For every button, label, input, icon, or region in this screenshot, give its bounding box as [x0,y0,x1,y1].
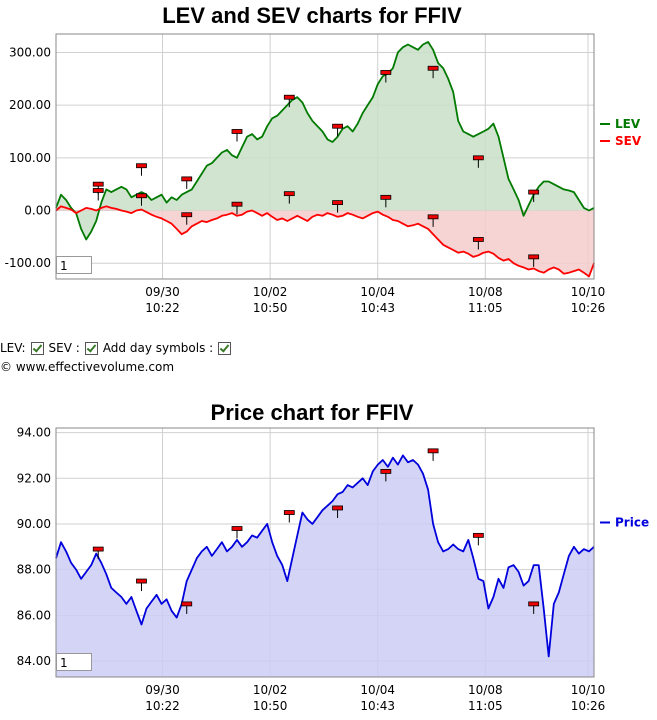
day-marker-flag [472,237,484,242]
day-marker-flag [380,469,392,474]
day-marker-flag [181,212,193,218]
day-marker-flag [283,191,295,197]
lev-plot-area: 300.00 200.00 100.00 0.00 -100.00 09/30 10:22 1… [5,33,642,315]
price-ytick-label: 90.00 [17,517,51,531]
price-plot-area: 94.00 92.00 90.00 88.00 86.00 84.00 09/30 10:22… [17,426,649,713]
lev-xtick-time: 10:26 [571,301,606,315]
price-plot-frame [55,427,595,678]
day-marker-flag [472,532,484,538]
lev-xtick-time: 10:43 [360,301,395,315]
day-marker-flag [332,505,343,511]
day-marker-flag [427,448,439,454]
day-symbols-checkbox-label: Add day symbols : [102,341,214,355]
lev-legend-label: LEV [615,117,641,131]
day-marker-flag [528,601,540,607]
day-marker-flag [231,526,243,531]
price-xtick-time: 10:43 [360,699,395,713]
day-marker-flag [283,94,295,100]
day-marker-flag [92,181,104,187]
day-marker-flag [231,201,243,207]
price-xtick-date: 10/04 [360,683,395,697]
day-marker-flag [472,155,484,161]
lev-legend-label: SEV [615,134,642,148]
day-marker-flag [181,601,193,607]
lev-xtick-time: 10:22 [145,301,180,315]
lev-sev-chart: LEV and SEV charts for FFIV 300.00 200.00… [5,3,642,315]
price-xtick-time: 11:05 [468,699,503,713]
day-marker-flag [332,200,343,206]
day-marker-flag [136,193,147,199]
lev-xtick-date: 09/30 [145,285,180,299]
day-marker-flag [181,176,193,182]
price-xtick-date: 09/30 [145,683,180,697]
price-area-price [56,455,594,677]
price-legend-label: Price [615,516,649,530]
day-marker-flag [92,188,104,193]
sev-checkbox-label: SEV : [48,341,80,355]
price-zoom-input[interactable]: 1 [56,653,92,671]
lev-ytick-label: 300.00 [9,45,51,59]
price-xtick-date: 10/10 [571,683,606,697]
day-marker-flag [528,189,540,195]
price-xtick-time: 10:26 [571,699,606,713]
lev-area-sev [56,206,594,277]
price-ytick-label: 84.00 [17,654,51,668]
day-marker-flag [136,578,147,584]
lev-checkbox[interactable] [30,341,44,355]
lev-zoom-input[interactable]: 1 [56,256,92,274]
lev-plot-frame [55,33,595,280]
price-xtick-time: 10:22 [145,699,180,713]
price-chart: Price chart for FFIV 94.00 92.00 90.00 88.0… [17,400,649,713]
day-marker-flag [283,510,295,515]
lev-ytick-label: 100.00 [9,151,51,165]
lev-line-sev [55,205,595,278]
sev-checkbox[interactable] [84,341,98,355]
lev-checkbox-label: LEV: [0,341,26,355]
price-xtick-time: 10:50 [253,699,288,713]
day-marker-flag [380,194,392,200]
day-marker-flag [427,214,439,220]
lev-xtick-date: 10/02 [253,285,288,299]
lev-ytick-label: 200.00 [9,98,51,112]
lev-xtick-date: 10/04 [360,285,395,299]
lev-ytick-label: 0.00 [24,204,51,218]
day-marker-flag [380,70,392,75]
price-ytick-label: 92.00 [17,471,51,485]
price-xtick-date: 10/08 [468,683,503,697]
copyright-text: © www.effectivevolume.com [0,360,175,374]
day-marker-flag [231,129,243,134]
lev-ytick-label: -100.00 [5,256,51,270]
price-chart-title: Price chart for FFIV [211,400,414,425]
lev-xtick-date: 10/10 [571,285,606,299]
day-marker-flag [92,546,104,552]
lev-xtick-date: 10/08 [468,285,503,299]
lev-chart-title: LEV and SEV charts for FFIV [162,3,462,28]
day-marker-flag [528,254,540,260]
price-xtick-date: 10/02 [253,683,288,697]
day-marker-flag [332,123,343,129]
price-ytick-label: 94.00 [17,426,51,440]
day-symbols-checkbox[interactable] [218,341,232,355]
chart-controls: LEV: SEV : Add day symbols : [0,341,233,355]
lev-xtick-time: 11:05 [468,301,503,315]
day-marker-flag [427,65,439,71]
price-ytick-label: 86.00 [17,608,51,622]
price-ytick-label: 88.00 [17,563,51,577]
price-line-price [55,454,595,658]
day-marker-flag [136,163,147,169]
lev-xtick-time: 10:50 [253,301,288,315]
